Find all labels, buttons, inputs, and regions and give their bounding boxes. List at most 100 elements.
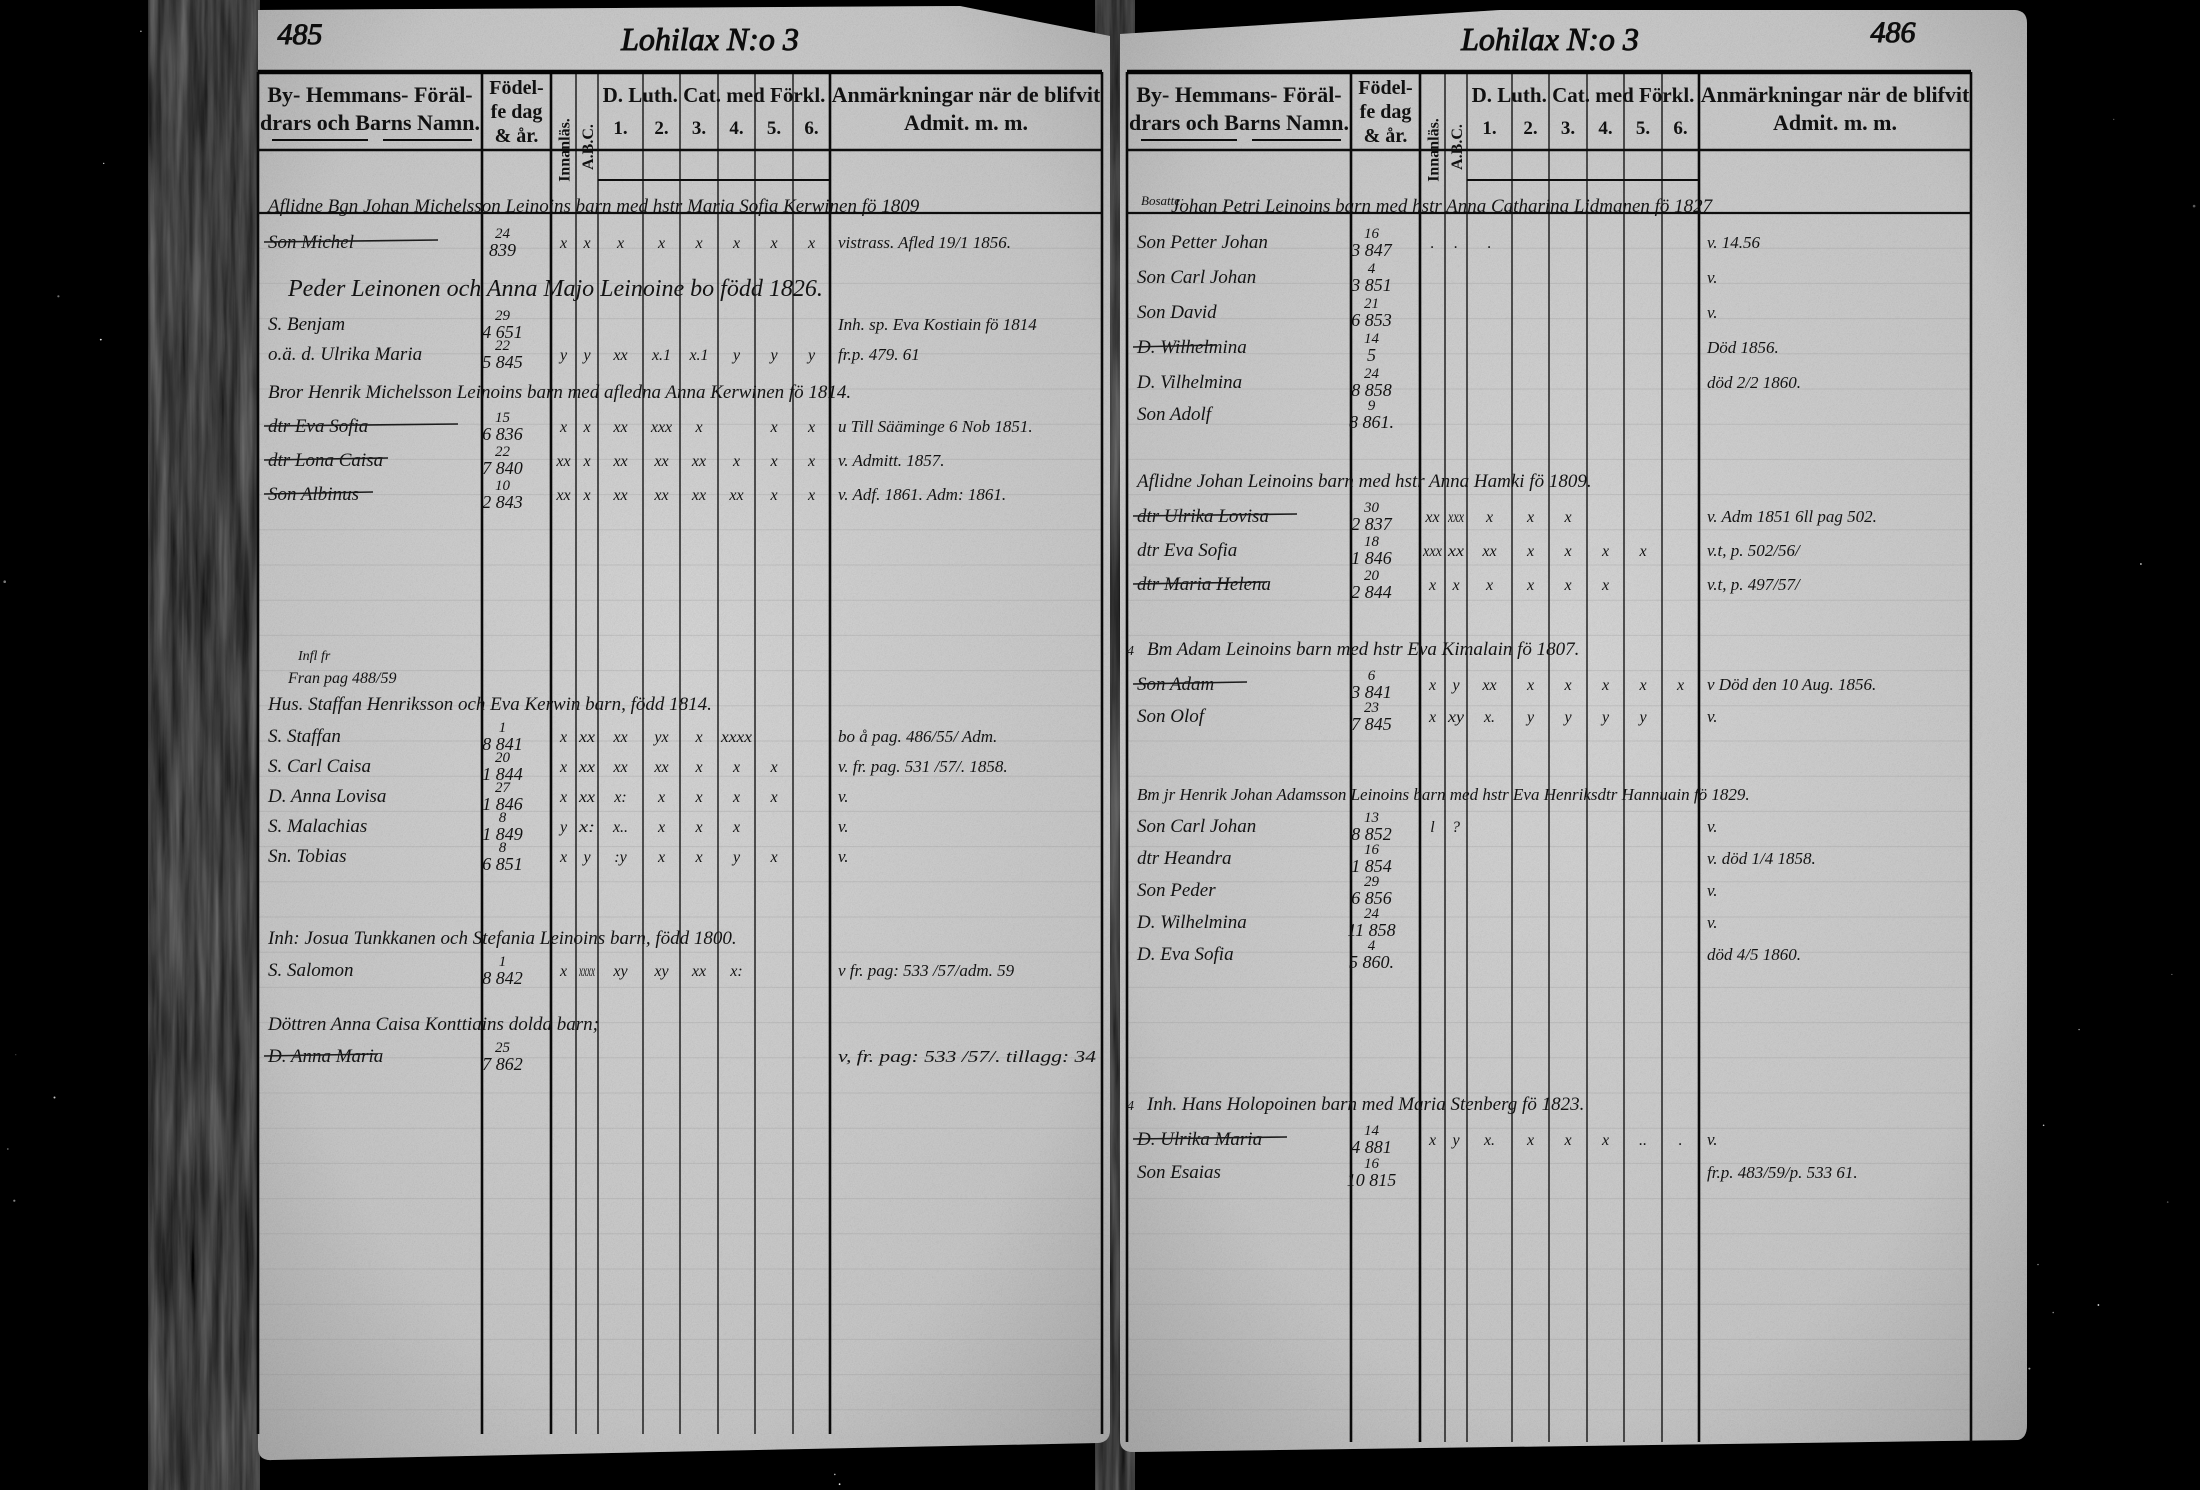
svg-text:6 851: 6 851 [482,854,523,874]
svg-text:y: y [806,347,816,364]
svg-text:x..: x.. [612,819,628,836]
svg-text:x: x [732,819,740,836]
svg-text:y: y [1600,709,1610,726]
svg-text:x: x [1526,577,1534,594]
svg-text:x: x [559,963,567,980]
svg-text:D. Anna Maria: D. Anna Maria [267,1046,383,1067]
svg-text:v. död 1/4 1858.: v. död 1/4 1858. [1707,849,1816,868]
svg-text:3.: 3. [1561,118,1575,139]
svg-text:dtr Maria Helena: dtr Maria Helena [1137,574,1271,595]
svg-text:7 862: 7 862 [482,1054,523,1074]
svg-text:xx: xx [691,453,706,470]
svg-text:x: x [694,849,702,866]
svg-text:Anmärkningar när de blifvit: Anmärkningar när de blifvit [1701,82,1970,107]
svg-text:5: 5 [1367,345,1376,365]
svg-text:y: y [1637,709,1647,726]
svg-text:xxx: xxx [1447,509,1464,526]
svg-text:x: x [1601,543,1609,560]
svg-text:6 853: 6 853 [1351,310,1392,330]
svg-text:v. fr. pag. 531 /57/. 1858.: v. fr. pag. 531 /57/. 1858. [838,757,1008,776]
svg-text:fr.p. 483/59/p. 533 61.: fr.p. 483/59/p. 533 61. [1707,1163,1858,1182]
svg-text:Aflidne Johan Leinoins barn me: Aflidne Johan Leinoins barn med hstr Ann… [1135,471,1592,492]
svg-text:v, fr. pag: 533 /57/. tillagg:: v, fr. pag: 533 /57/. tillagg: 34 [838,1047,1097,1066]
svg-text:x.: x. [1483,1132,1495,1149]
svg-text:x: x [807,453,815,470]
svg-text:1 854: 1 854 [1351,856,1392,876]
svg-text:4 881: 4 881 [1351,1137,1392,1157]
svg-text:xx: xx [653,453,668,470]
svg-text:xxxx: xxxx [720,729,752,746]
svg-text:x: x [732,235,740,252]
svg-text:x: x [807,419,815,436]
svg-text:x: x [559,235,567,252]
svg-text:Inh: Josua Tunkkanen och Stefa: Inh: Josua Tunkkanen och Stefania Leinoi… [267,928,737,949]
svg-text:x: x [807,487,815,504]
svg-text:2 843: 2 843 [482,492,523,512]
svg-text:3 847: 3 847 [1350,240,1393,260]
svg-text:6.: 6. [804,118,818,139]
svg-text:x: x [1526,509,1534,526]
svg-text:839: 839 [489,240,516,260]
svg-text:486: 486 [1871,16,1916,49]
svg-text:y: y [1525,709,1535,726]
svg-text:xy: xy [653,963,669,980]
svg-text:x: x [1601,577,1609,594]
svg-text:x: x [769,849,777,866]
svg-text:xy: xy [1447,709,1465,726]
svg-text:6 836: 6 836 [482,424,523,444]
svg-text:v.: v. [838,817,849,836]
svg-text:.: . [1454,235,1458,252]
svg-text:x: x [1428,1132,1436,1149]
svg-text:8 852: 8 852 [1351,824,1392,844]
svg-text:y: y [581,849,591,866]
svg-text:7 840: 7 840 [482,458,523,478]
svg-text:Son Adolf: Son Adolf [1137,404,1214,425]
svg-text:..: .. [1639,1132,1647,1149]
svg-text:xx: xx [578,789,595,806]
svg-text:1.: 1. [613,118,627,139]
svg-text:v.t, p. 497/57/: v.t, p. 497/57/ [1707,575,1802,594]
svg-text:xx: xx [612,487,627,504]
svg-text:D. Anna Lovisa: D. Anna Lovisa [267,786,386,807]
svg-text:xx: xx [691,963,706,980]
svg-text:x: x [694,759,702,776]
svg-text:Lohilax N:o 3: Lohilax N:o 3 [1460,21,1639,57]
svg-text:x: x [1428,677,1436,694]
svg-text:x: x [769,235,777,252]
svg-text:v.: v. [1707,1130,1718,1149]
svg-text:8 861.: 8 861. [1349,412,1394,432]
svg-text:x: x [582,453,590,470]
svg-text:Bm jr Henrik Johan Adamsson Le: Bm jr Henrik Johan Adamsson Leinoins bar… [1137,785,1750,804]
svg-text:A.B.C.: A.B.C. [580,124,597,170]
svg-text:x: x [732,789,740,806]
svg-text:o.ä. d. Ulrika Maria: o.ä. d. Ulrika Maria [268,344,422,365]
svg-text:x: x [769,487,777,504]
svg-text:x: x [694,789,702,806]
svg-text:xx: xx [555,487,570,504]
svg-text:v.: v. [1707,817,1718,836]
svg-text:v.: v. [1707,303,1718,322]
svg-text:Son Esaias: Son Esaias [1137,1162,1221,1183]
svg-text:Aflidne Bgn Johan Michelsson L: Aflidne Bgn Johan Michelsson Leinoins ba… [266,196,920,217]
svg-text:x:: x: [578,819,595,836]
svg-text:1.: 1. [1482,118,1496,139]
svg-text:5.: 5. [767,118,781,139]
svg-text:Admit. m. m.: Admit. m. m. [1773,110,1897,135]
svg-text:7 845: 7 845 [1351,714,1392,734]
svg-text:xx: xx [1424,509,1439,526]
svg-text:xx: xx [612,347,627,364]
svg-text:S. Salomon: S. Salomon [268,960,354,981]
svg-text:x: x [694,235,702,252]
svg-text:xx: xx [578,729,595,746]
svg-text:xxxx: xxxx [578,963,595,980]
svg-text:xxx: xxx [650,419,672,436]
svg-text:x.1: x.1 [651,347,671,364]
svg-text:Son Carl Johan: Son Carl Johan [1137,267,1256,288]
svg-text:y: y [1450,677,1460,694]
svg-text:x: x [1563,543,1571,560]
svg-text:11 858: 11 858 [1347,920,1395,940]
svg-text:dtr Eva Sofia: dtr Eva Sofia [1137,540,1237,561]
svg-text:4.: 4. [1598,118,1612,139]
svg-text:x: x [732,453,740,470]
svg-text:x: x [657,789,665,806]
